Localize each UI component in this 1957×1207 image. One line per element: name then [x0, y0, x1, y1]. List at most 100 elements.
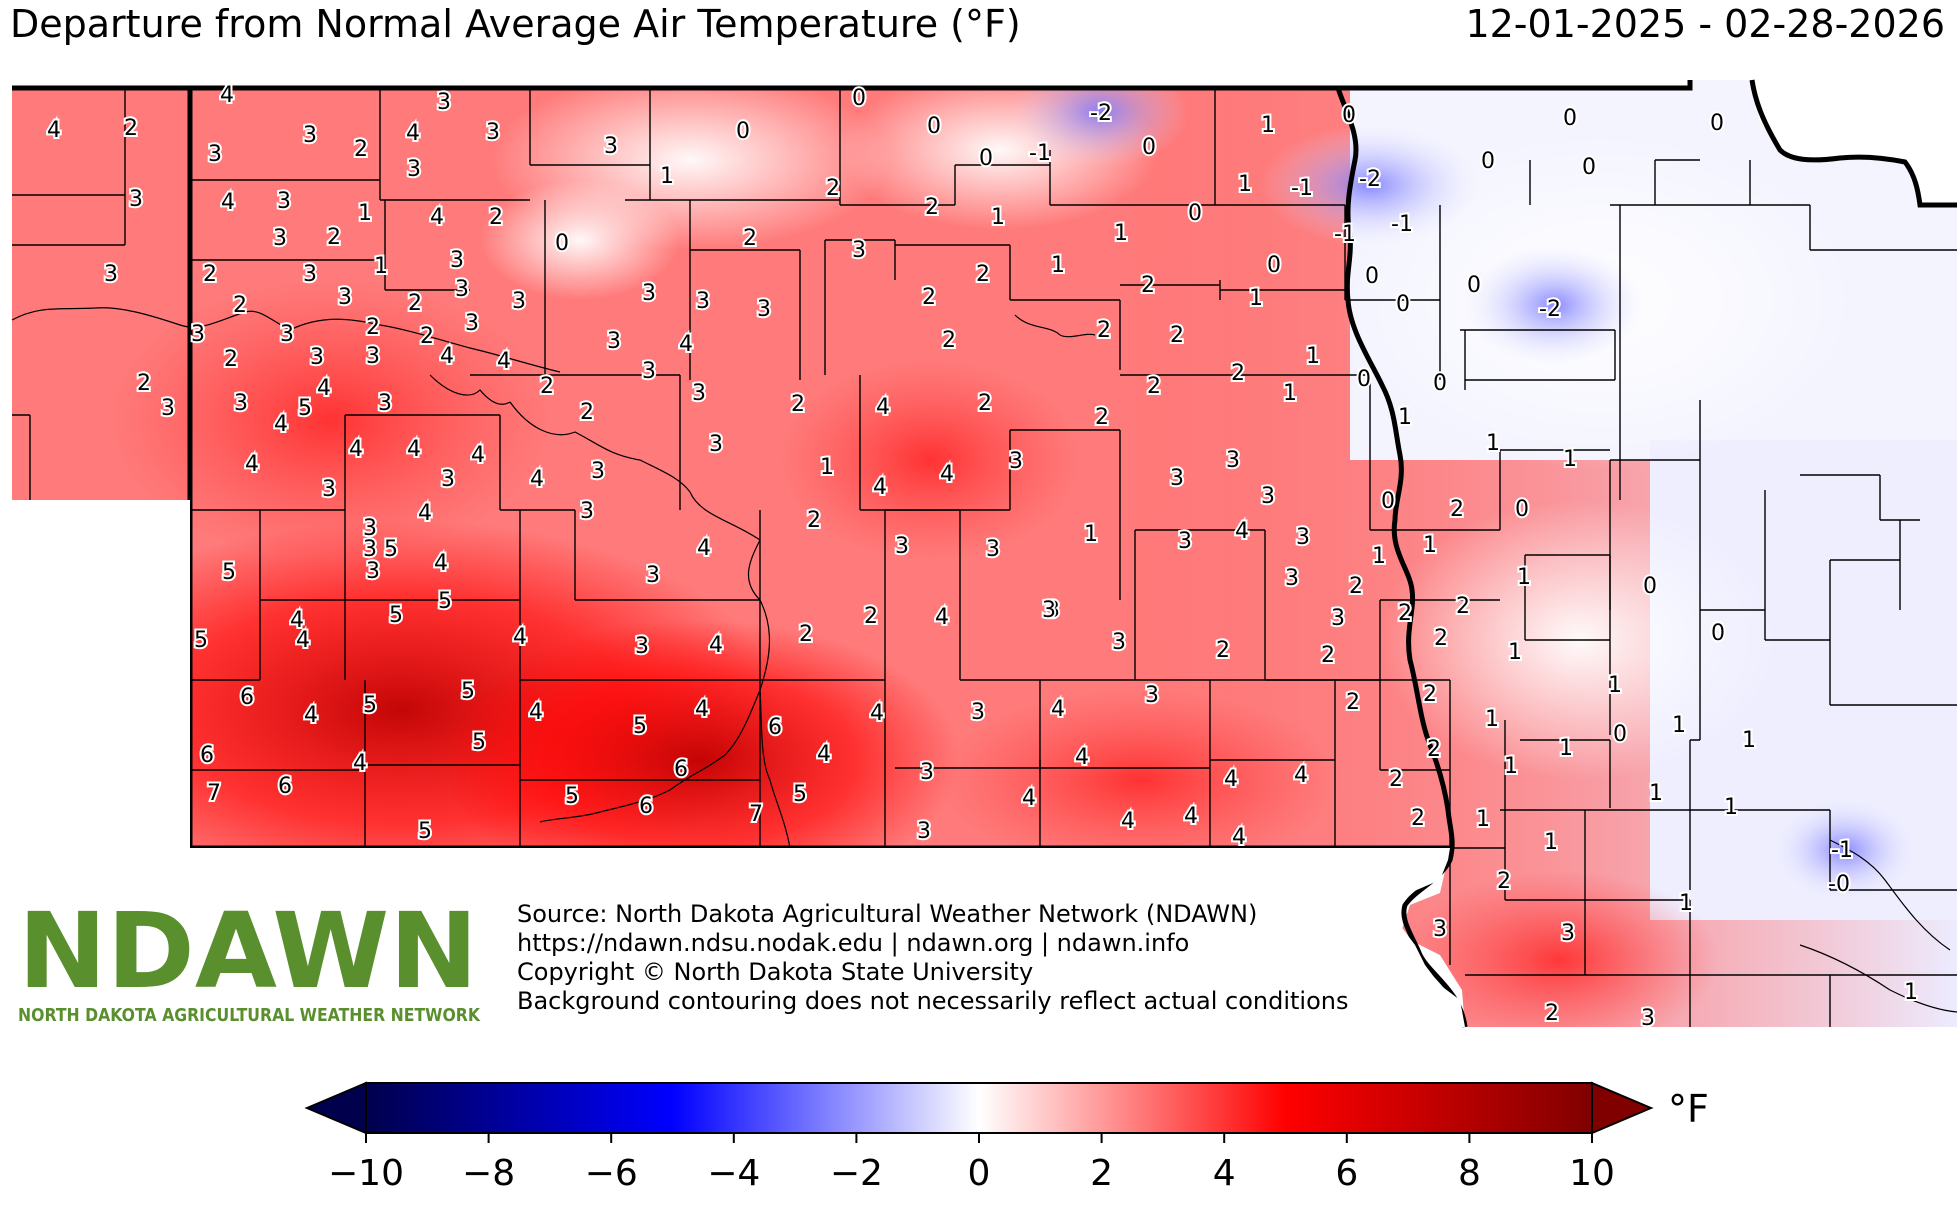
station-value: 0	[1643, 574, 1657, 599]
station-value: 4	[697, 536, 711, 561]
station-value: 1	[374, 254, 388, 279]
station-value: 2	[366, 315, 380, 340]
station-value: 3	[1178, 529, 1192, 554]
station-value: 1	[1398, 405, 1412, 430]
station-value: 4	[817, 742, 831, 767]
station-value: 3	[273, 226, 287, 251]
station-value: 4	[290, 608, 304, 633]
contour-background	[12, 80, 1957, 1027]
station-value: 2	[1497, 869, 1511, 894]
station-value: 3	[1433, 917, 1447, 942]
map-title: Departure from Normal Average Air Temper…	[10, 2, 1021, 46]
red-river-border	[1335, 87, 1468, 1028]
credit-source: Source: North Dakota Agricultural Weathe…	[517, 900, 1258, 928]
date-range: 12-01-2025 - 02-28-2026	[1465, 2, 1945, 46]
station-value: 5	[298, 396, 312, 421]
station-value: 2	[1170, 323, 1184, 348]
station-value: 1	[1476, 807, 1490, 832]
station-value: 1	[1249, 286, 1263, 311]
station-value: 1	[991, 205, 1005, 230]
station-value: 2	[489, 205, 503, 230]
station-value: 4	[870, 701, 884, 726]
station-value: 0	[1396, 292, 1410, 317]
logo-wordmark: NDAWN	[18, 895, 478, 1012]
colorbar-tick-label: −6	[585, 1153, 638, 1194]
station-value: 2	[1349, 574, 1363, 599]
station-value: 1	[1261, 113, 1275, 138]
station-value: 2	[791, 392, 805, 417]
station-value: 3	[363, 516, 377, 541]
station-values: 4 3 04 2 3 4 3 0 0-2 1 0 0 03 233 00 -1 0 01 2 1 -1 -23 4 3 1 4 2 2…	[45, 81, 1920, 1033]
station-value: 3	[696, 289, 710, 314]
station-value: 2	[1231, 361, 1245, 386]
station-value: 0	[1481, 149, 1495, 174]
station-value: 2	[925, 195, 939, 220]
colorbar-tick-label: 4	[1213, 1153, 1236, 1194]
station-value: 3	[1170, 466, 1184, 491]
station-value: 1	[358, 201, 372, 226]
colorbar-tick-label: 0	[968, 1153, 991, 1194]
station-value: 1	[1724, 795, 1738, 820]
station-value: 4	[529, 700, 543, 725]
temperature-departure-map: 4 3 04 2 3 4 3 0 0-2 1 0 0 03 233 00 -1 0 01 2 1 -1 -23 4 3 1 4 2 2…	[11, 79, 1957, 1033]
colorbar-tick-label: 10	[1569, 1153, 1615, 1194]
station-value: 1	[1238, 172, 1252, 197]
station-value: 2	[826, 176, 840, 201]
station-value: 3	[322, 477, 336, 502]
station-value: 0	[1267, 253, 1281, 278]
station-value: 5	[472, 730, 486, 755]
station-value: 4	[1184, 804, 1198, 829]
station-value: 2	[978, 391, 992, 416]
station-value: 4	[709, 633, 723, 658]
station-value: 4	[679, 332, 693, 357]
colorbar-tick-label: −4	[707, 1153, 760, 1194]
colorbar-tick-label: −2	[830, 1153, 883, 1194]
station-value: 5	[194, 628, 208, 653]
station-value: 4	[440, 344, 454, 369]
station-value: 3	[129, 187, 143, 212]
station-value: 2	[864, 604, 878, 629]
station-value: -1	[1831, 838, 1853, 863]
station-value: 4	[1232, 825, 1246, 850]
station-value: 2	[540, 374, 554, 399]
station-value: 3	[757, 297, 771, 322]
station-value: 0	[1467, 273, 1481, 298]
station-value: -1	[1334, 222, 1356, 247]
station-value: 2	[124, 116, 138, 141]
station-value: 3	[407, 157, 421, 182]
station-value: 4	[940, 462, 954, 487]
outside-mask	[12, 500, 1465, 1027]
station-value: 3	[191, 322, 205, 347]
station-value: 2	[1427, 737, 1441, 762]
station-value: 3	[455, 277, 469, 302]
station-value: 1	[1649, 781, 1663, 806]
station-value: 4	[1051, 697, 1065, 722]
station-value: 3	[604, 134, 618, 159]
station-value: 3	[363, 537, 377, 562]
station-value: 0	[1711, 621, 1725, 646]
station-value: 2	[1450, 497, 1464, 522]
station-value: 3	[1561, 921, 1575, 946]
station-value: 1	[1508, 640, 1522, 665]
station-value: 2	[1411, 806, 1425, 831]
station-value: 0	[736, 119, 750, 144]
station-value: 3	[642, 359, 656, 384]
station-value: -2	[1539, 297, 1561, 322]
station-value: 3	[917, 819, 931, 844]
station-value: 3	[591, 459, 605, 484]
colorbar-tick-label: 6	[1335, 1153, 1358, 1194]
station-value: 2	[1389, 767, 1403, 792]
station-value: 3	[607, 329, 621, 354]
station-value: 6	[639, 794, 653, 819]
station-value: 1	[1517, 565, 1531, 590]
station-value: 1	[1742, 728, 1756, 753]
station-value: 2	[137, 371, 151, 396]
station-value: 2	[976, 262, 990, 287]
station-value: 4	[1224, 767, 1238, 792]
station-value: 3	[378, 391, 392, 416]
station-value: 2	[1423, 682, 1437, 707]
ndawn-logo-graphic: NDAWN NORTH DAKOTA AGRICULTURAL WEATHER …	[18, 890, 481, 1026]
station-value: 2	[408, 291, 422, 316]
station-value: 4	[530, 467, 544, 492]
station-value: 0	[1563, 106, 1577, 131]
